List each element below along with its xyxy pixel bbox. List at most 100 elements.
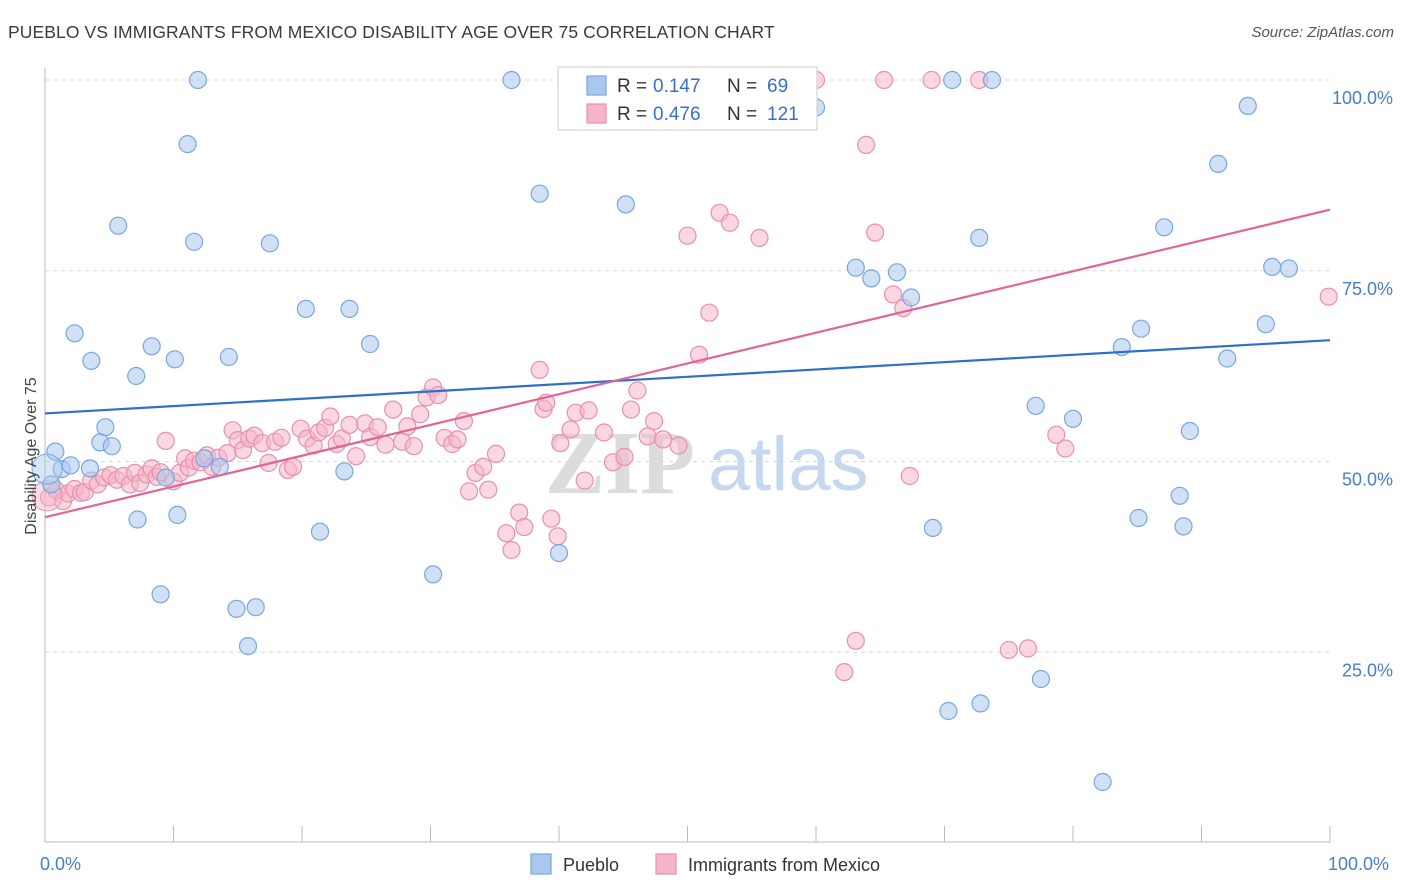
pueblo-point-46 bbox=[943, 70, 962, 90]
pueblo-point-60 bbox=[1180, 421, 1200, 441]
mexico-point-56 bbox=[384, 400, 403, 419]
pueblo-point-41 bbox=[862, 269, 881, 288]
mexico-point-73 bbox=[497, 524, 516, 543]
mexico-point-114 bbox=[900, 466, 919, 486]
source-credit: Source: ZipAtlas.com bbox=[1251, 24, 1394, 41]
pueblo-point-13 bbox=[142, 337, 161, 356]
pueblo-point-9 bbox=[102, 437, 121, 456]
mexico-point-66 bbox=[448, 430, 467, 449]
legend-n-value-1: 69 bbox=[767, 76, 788, 97]
cluster-bubble-0 bbox=[31, 453, 63, 485]
bottom-legend-swatch-blue bbox=[530, 853, 552, 875]
pueblo-point-10 bbox=[109, 216, 128, 235]
mexico-point-85 bbox=[575, 471, 594, 490]
mexico-point-100 bbox=[720, 213, 740, 232]
pueblo-point-11 bbox=[127, 366, 146, 386]
pueblo-point-62 bbox=[1218, 349, 1237, 368]
pueblo-point-63 bbox=[1238, 96, 1257, 116]
mexico-point-86 bbox=[579, 401, 598, 420]
mexico-point-60 bbox=[411, 405, 430, 424]
mexico-point-55 bbox=[376, 435, 395, 454]
mexico-point-115 bbox=[922, 70, 941, 90]
mexico-trend-line bbox=[44, 208, 1331, 519]
legend-n-value-2: 121 bbox=[767, 104, 799, 125]
mexico-point-107 bbox=[835, 662, 854, 682]
axes bbox=[44, 68, 1331, 843]
pueblo-point-6 bbox=[82, 351, 101, 370]
pueblo-point-44 bbox=[923, 518, 943, 538]
pueblo-point-23 bbox=[219, 347, 238, 367]
mexico-point-68 bbox=[460, 482, 479, 501]
pueblo-point-12 bbox=[128, 510, 147, 529]
mexico-point-39 bbox=[272, 428, 291, 447]
mexico-point-117 bbox=[999, 640, 1018, 660]
pueblo-point-7 bbox=[96, 418, 115, 437]
mexico-point-92 bbox=[638, 427, 657, 446]
mexico-point-72 bbox=[486, 444, 506, 463]
grid-lines bbox=[45, 79, 1330, 653]
mexico-point-20 bbox=[156, 431, 175, 450]
legend-swatch-blue bbox=[586, 75, 607, 96]
pueblo-point-25 bbox=[238, 636, 258, 656]
y-tick-labels: 25.0% 50.0% 75.0% 100.0% bbox=[1332, 88, 1393, 680]
pueblo-point-32 bbox=[361, 334, 380, 354]
pueblo-point-1 bbox=[46, 442, 65, 461]
y-axis-label: Disability Age Over 75 bbox=[23, 377, 40, 535]
pueblo-point-52 bbox=[1063, 409, 1083, 428]
pueblo-point-16 bbox=[165, 350, 184, 369]
y-tick-label-50: 50.0% bbox=[1342, 470, 1393, 490]
mexico-point-120 bbox=[1056, 439, 1075, 458]
mexico-point-41 bbox=[283, 457, 303, 476]
pueblo-point-37 bbox=[616, 195, 635, 214]
legend-r-value-1: 0.147 bbox=[653, 76, 701, 97]
mexico-point-111 bbox=[874, 70, 894, 90]
pueblo-point-15 bbox=[156, 468, 175, 487]
legend-r-label-2: R = bbox=[617, 104, 647, 125]
mexico-point-121 bbox=[1319, 287, 1338, 306]
mexico-point-91 bbox=[628, 381, 647, 400]
mexico-point-110 bbox=[865, 223, 885, 242]
pueblo-point-30 bbox=[335, 462, 354, 481]
pueblo-point-58 bbox=[1170, 486, 1189, 505]
pueblo-point-0 bbox=[42, 475, 61, 494]
pueblo-point-22 bbox=[210, 457, 229, 476]
pueblo-point-65 bbox=[1263, 257, 1282, 276]
legend-r-value-2: 0.476 bbox=[653, 104, 701, 125]
pueblo-point-4 bbox=[80, 459, 100, 478]
mexico-point-63 bbox=[429, 386, 448, 405]
pueblo-point-51 bbox=[1031, 669, 1051, 689]
pueblo-point-40 bbox=[846, 258, 865, 277]
pueblo-point-27 bbox=[260, 234, 279, 253]
pueblo-point-66 bbox=[1279, 259, 1299, 278]
pueblo-point-36 bbox=[549, 543, 569, 563]
pueblo-point-47 bbox=[970, 228, 989, 247]
mexico-point-82 bbox=[551, 434, 570, 453]
pink-series-points bbox=[31, 70, 1338, 682]
mexico-point-89 bbox=[615, 447, 634, 466]
pueblo-point-43 bbox=[901, 288, 921, 307]
mexico-point-77 bbox=[530, 360, 549, 379]
mexico-point-47 bbox=[321, 407, 340, 426]
pueblo-point-59 bbox=[1174, 517, 1193, 536]
watermark-atlas: atlas bbox=[708, 422, 869, 507]
x-tick-label-max: 100.0% bbox=[1328, 854, 1389, 874]
pueblo-point-45 bbox=[939, 701, 958, 721]
mexico-point-51 bbox=[346, 447, 366, 466]
mexico-point-80 bbox=[542, 509, 561, 528]
pueblo-point-42 bbox=[887, 263, 907, 282]
bottom-legend-label-pueblo: Pueblo bbox=[563, 855, 619, 875]
pueblo-point-5 bbox=[65, 324, 84, 343]
bottom-legend-swatch-pink bbox=[655, 853, 677, 875]
mexico-point-81 bbox=[548, 527, 567, 546]
pueblo-point-3 bbox=[61, 456, 80, 475]
mexico-point-70 bbox=[474, 457, 493, 476]
pueblo-point-17 bbox=[168, 505, 187, 525]
chart-title: PUEBLO VS IMMIGRANTS FROM MEXICO DISABIL… bbox=[8, 22, 775, 42]
mexico-point-95 bbox=[669, 436, 688, 455]
pueblo-point-35 bbox=[530, 184, 549, 203]
x-tick-label-min: 0.0% bbox=[40, 854, 81, 874]
legend-n-label-1: N = bbox=[727, 76, 757, 97]
bottom-legend: Pueblo Immigrants from Mexico bbox=[530, 853, 880, 875]
pueblo-point-34 bbox=[502, 70, 521, 90]
